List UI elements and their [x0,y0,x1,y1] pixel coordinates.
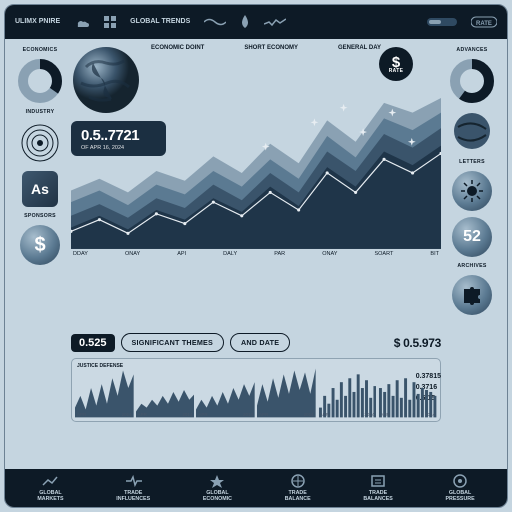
svg-text:RATE: RATE [476,21,492,27]
spark-icon [264,17,286,27]
cloud-icon [74,16,90,28]
rate-icon: RATE [471,16,497,28]
as-tile: As [22,171,58,207]
donut-left-1 [18,59,62,103]
bottom-item-2[interactable]: GLOBALECONOMIC [203,473,232,502]
bottom-bar: GLOBALMARKETS TRADEINFLUENCES GLOBALECONOM… [5,469,507,507]
sun-ball [452,171,492,211]
left-label-1: INDUSTRY [26,109,55,115]
rings-icon [18,121,62,165]
area-chart [71,91,441,251]
left-column: ECONOMICS INDUSTRY As SPONSORS $ [13,45,67,422]
dashboard-frame: ULIMX PNIRE GLOBAL TRENDS RATE ECONOMICS… [4,4,508,508]
bottom-item-1[interactable]: TRADEINFLUENCES [116,473,150,502]
lower-row: 0.525 SIGNIFICANT THEMES AND DATE $ 0.5.… [71,333,441,352]
top-label-1: ULIMX PNIRE [15,18,60,25]
wave-icon [204,17,226,27]
value-b: $ 0.5.973 [394,336,441,350]
date-button[interactable]: AND DATE [230,333,290,352]
dollar-ball: $ [20,225,60,265]
spark-panel: JUSTICE DEFENSEAPR2014APR2014APR2014APR2… [71,358,441,422]
pill-icon [427,16,457,28]
mini-globe-icon [450,109,494,153]
top-label-2: GLOBAL TRENDS [130,18,190,25]
dollar-badge: $ RATE [379,47,413,81]
bottom-item-0[interactable]: GLOBALMARKETS [37,473,63,502]
right-column: ADVANCES LETTERS 52 ARCHIVES [445,45,499,422]
bottom-item-4[interactable]: TRADEBALANCES [363,473,392,502]
left-label-0: ECONOMICS [23,47,58,53]
center-column: ECONOMIC DOINT SHORT ECONOMY GENERAL DAY… [71,45,441,422]
spark-2: APR2014 [196,362,255,418]
puzzle-ball [452,275,492,315]
center-head-labels: ECONOMIC DOINT SHORT ECONOMY GENERAL DAY [151,45,381,51]
value-a: 0.525 [71,334,115,352]
spark-4: APR2014 [318,362,377,418]
bottom-item-5[interactable]: GLOBALPRESSURE [445,473,474,502]
drop-icon [240,15,250,29]
count-ball: 52 [452,217,492,257]
right-label-0: ADVANCES [456,47,487,53]
grid-icon [104,16,116,28]
spark-1: APR2014 [136,362,195,418]
left-label-2: SPONSORS [24,213,56,219]
spark-3: APR2014 [257,362,316,418]
bottom-item-3[interactable]: TRADEBALANCE [285,473,311,502]
themes-button[interactable]: SIGNIFICANT THEMES [121,333,224,352]
main-panel: ECONOMICS INDUSTRY As SPONSORS $ [5,39,507,434]
spark-0: JUSTICE DEFENSEAPR2014 [75,362,134,418]
dollar-icon: $ [394,336,400,350]
top-bar: ULIMX PNIRE GLOBAL TRENDS RATE [5,5,507,39]
spark-5: APR2014 [378,362,437,418]
right-label-1: LETTERS [459,159,485,165]
x-axis: DDAYONAYAPIDALYPARONAYSOARTBIT [71,251,441,257]
right-label-2: ARCHIVES [457,263,486,269]
donut-right [450,59,494,103]
